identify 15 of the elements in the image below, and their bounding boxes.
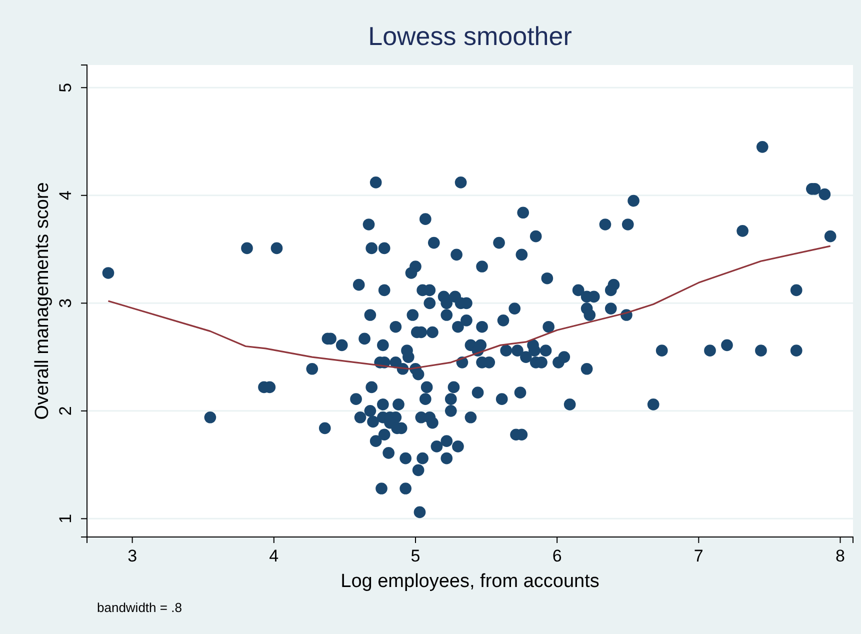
y-tick-label: 1 (56, 514, 75, 524)
x-tick-label: 4 (269, 546, 279, 566)
x-axis-title: Log employees, from accounts (340, 571, 600, 592)
y-tick-label: 5 (56, 82, 75, 92)
y-axis-title: Overall managements score (32, 182, 53, 420)
y-tick-label: 2 (56, 406, 75, 416)
x-tick-label: 5 (410, 546, 420, 566)
x-tick-label: 8 (836, 546, 845, 566)
x-tick-label: 7 (694, 546, 704, 566)
y-tick-label: 4 (56, 190, 75, 200)
x-tick-label: 3 (128, 546, 138, 566)
text: bandwidth = .8 (97, 600, 182, 615)
x-tick-label: 6 (552, 546, 562, 566)
y-tick-label: 3 (56, 298, 75, 308)
chart-title: Lowess smoother (368, 21, 572, 51)
